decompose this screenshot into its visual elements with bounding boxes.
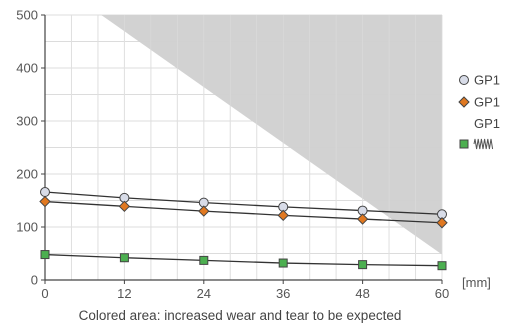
series-line-2: [44, 200, 443, 224]
x-tick-label: 24: [197, 286, 211, 301]
y-tick-label: 200: [16, 167, 38, 182]
y-tick-label: 0: [31, 273, 38, 288]
legend-label: GP1: [474, 95, 500, 110]
x-tick-label: 60: [435, 286, 449, 301]
spring-icon: [473, 138, 494, 150]
data-point: [277, 209, 289, 222]
chart-caption: Colored area: increased wear and tear to…: [79, 308, 402, 323]
data-point: [199, 255, 209, 265]
data-point: [118, 200, 131, 213]
data-point: [39, 195, 51, 208]
x-tick-label: 12: [117, 286, 131, 301]
x-tick-label: 36: [276, 286, 290, 301]
data-point: [358, 260, 368, 270]
x-tick-label: 48: [355, 286, 369, 301]
data-point: [40, 250, 50, 260]
x-tick-label: 0: [41, 286, 48, 301]
y-tick-label: 500: [16, 8, 38, 23]
legend-marker: [459, 139, 469, 149]
legend-label: GP1: [474, 116, 500, 131]
legend: GP1 GP1 GP1: [458, 73, 500, 150]
spring-icon-path: [473, 138, 494, 150]
wear-zone-area: [101, 15, 442, 255]
legend-marker: [458, 96, 470, 108]
data-point: [119, 253, 129, 263]
data-point: [356, 213, 369, 225]
data-point: [40, 187, 50, 198]
series-line-1: [44, 191, 443, 215]
data-point: [198, 205, 210, 217]
legend-marker: [459, 75, 469, 85]
y-tick-label: 400: [16, 61, 38, 76]
legend-label: GP1: [474, 73, 500, 88]
series-line-3: [44, 253, 443, 267]
y-tick-label: 100: [16, 220, 38, 235]
data-point: [437, 261, 447, 271]
data-point: [278, 258, 288, 268]
x-axis-unit: [mm]: [462, 275, 491, 290]
plot-area: 0 100 200 300 400 500 0 12 24 36 48 60: [16, 8, 449, 302]
data-point: [436, 217, 448, 229]
y-tick-label: 300: [16, 114, 38, 129]
